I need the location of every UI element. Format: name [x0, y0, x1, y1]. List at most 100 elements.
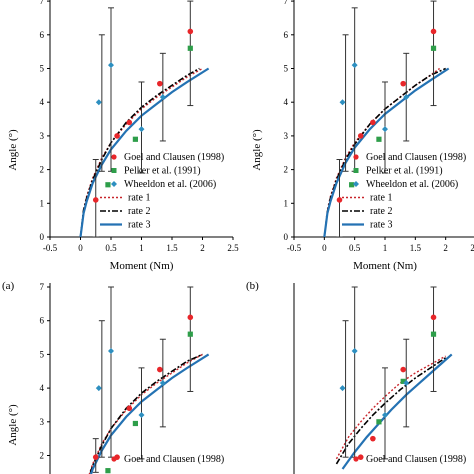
- x-tick-label: 0.5: [105, 243, 117, 253]
- panel-label: (b): [246, 280, 259, 292]
- legend-label: Goel and Clausen (1998): [124, 454, 224, 465]
- legend-marker-pelker: [353, 168, 359, 173]
- wheeldon-point: [351, 62, 358, 69]
- pelker-point: [430, 331, 437, 337]
- x-tick-label: 0: [78, 243, 83, 253]
- rate-1-line: [335, 355, 447, 460]
- x-tick-label: 2: [443, 243, 448, 253]
- goel-point: [157, 366, 163, 373]
- y-tick-label: 0: [284, 232, 289, 242]
- wheeldon-point: [403, 94, 410, 101]
- y-tick-label: 5: [284, 64, 289, 74]
- wheeldon-point: [351, 348, 358, 355]
- legend-label: Wheeldon et al. (2006): [124, 179, 216, 190]
- x-axis-title: Moment (Nm): [353, 260, 417, 272]
- legend-marker-goel: [353, 456, 359, 462]
- legend-label: Pelker et al. (1991): [124, 166, 201, 177]
- pelker-point: [132, 420, 138, 427]
- legend-label: rate 2: [370, 206, 393, 217]
- goel-point: [357, 133, 364, 139]
- goel-point: [187, 314, 194, 321]
- legend-label: rate 2: [128, 206, 151, 217]
- x-tick-label: 1.5: [166, 243, 178, 253]
- wheeldon-point: [403, 380, 410, 387]
- x-tick-label: -0.5: [43, 243, 58, 253]
- rate-3-line: [341, 353, 453, 470]
- legend-label: Pelker et al. (1991): [366, 166, 443, 177]
- x-axis-title: Moment (Nm): [110, 260, 174, 272]
- wheeldon-point: [95, 385, 102, 392]
- legend: Goel and Clausen (1998) Pelker et al. (19…: [342, 152, 466, 231]
- y-tick-label: 3: [40, 417, 45, 427]
- legend-label: Wheeldon et al. (2006): [366, 179, 458, 190]
- legend-label: Goel and Clausen (1998): [366, 152, 466, 163]
- y-tick-label: 3: [284, 131, 289, 141]
- x-tick-label: 1: [383, 243, 388, 253]
- plot-area: [335, 286, 453, 470]
- legend-marker-wheeldon: [353, 181, 359, 187]
- y-tick-label: 7: [40, 0, 45, 6]
- pelker-point: [105, 468, 111, 474]
- y-tick-label: 1: [284, 198, 289, 208]
- goel-point: [370, 119, 376, 126]
- pelker-point: [349, 182, 355, 188]
- wheeldon-point: [382, 126, 388, 133]
- y-tick-label: 7: [284, 0, 289, 6]
- wheeldon-point: [108, 348, 114, 355]
- y-tick-label: 7: [40, 282, 45, 292]
- chart-panel-3: 2 3 4 5 6 7 Angle (°) (a) Goel and Clausen (1998…: [2, 280, 224, 474]
- legend-label: rate 1: [370, 193, 393, 204]
- goel-point: [430, 28, 437, 35]
- x-tick-label: -0.5: [287, 243, 302, 253]
- goel-point: [157, 80, 163, 87]
- x-tick-label: 2: [200, 243, 205, 253]
- wheeldon-point: [382, 412, 388, 419]
- goel-point: [400, 366, 407, 373]
- pelker-point: [132, 136, 138, 142]
- legend-marker-goel: [353, 154, 359, 160]
- x-tick-label: 2.5: [227, 243, 239, 253]
- plot-area: [88, 286, 210, 474]
- legend: Goel and Clausen (1998): [353, 454, 466, 465]
- pelker-point: [400, 378, 406, 384]
- y-tick-label: 4: [284, 97, 289, 107]
- goel-point: [336, 197, 343, 203]
- goel-point: [126, 405, 133, 412]
- x-tick-label: 0: [322, 243, 327, 253]
- x-tick-label: 2.5: [470, 243, 474, 253]
- x-tick-label: 0.5: [349, 243, 361, 253]
- y-tick-label: 1: [40, 198, 45, 208]
- y-tick-label: 2: [40, 165, 45, 175]
- pelker-point: [187, 45, 193, 51]
- legend-label: rate 3: [370, 220, 393, 231]
- legend-marker-goel: [111, 456, 117, 462]
- y-tick-label: 4: [40, 97, 45, 107]
- goel-point: [187, 28, 194, 35]
- pelker-point: [430, 45, 437, 51]
- y-axis-title: Angle (°): [251, 129, 263, 171]
- x-tick-label: 1: [139, 243, 144, 253]
- legend-marker-wheeldon: [111, 181, 117, 187]
- x-tick-label: 1.5: [410, 243, 422, 253]
- y-tick-label: 5: [40, 64, 45, 74]
- wheeldon-point: [159, 380, 166, 387]
- legend-label: rate 1: [128, 193, 151, 204]
- panel-label: (a): [2, 280, 15, 292]
- rate-2-line: [335, 357, 447, 465]
- rate-2-line: [89, 353, 203, 474]
- legend: Goel and Clausen (1998) Pelker et al. (19…: [100, 152, 224, 231]
- goel-point: [92, 197, 99, 203]
- wheeldon-point: [108, 62, 114, 69]
- rate-3-line: [89, 353, 210, 474]
- pelker-point: [376, 136, 382, 142]
- chart-panel-4: (b) Goel and Clausen (1998): [246, 280, 466, 474]
- y-tick-label: 5: [40, 349, 45, 359]
- y-tick-label: 6: [40, 316, 45, 326]
- wheeldon-point: [95, 99, 102, 106]
- y-tick-label: 2: [284, 165, 289, 175]
- y-tick-label: 4: [40, 383, 45, 393]
- y-axis-title: Angle (°): [7, 129, 19, 171]
- wheeldon-point: [339, 99, 346, 106]
